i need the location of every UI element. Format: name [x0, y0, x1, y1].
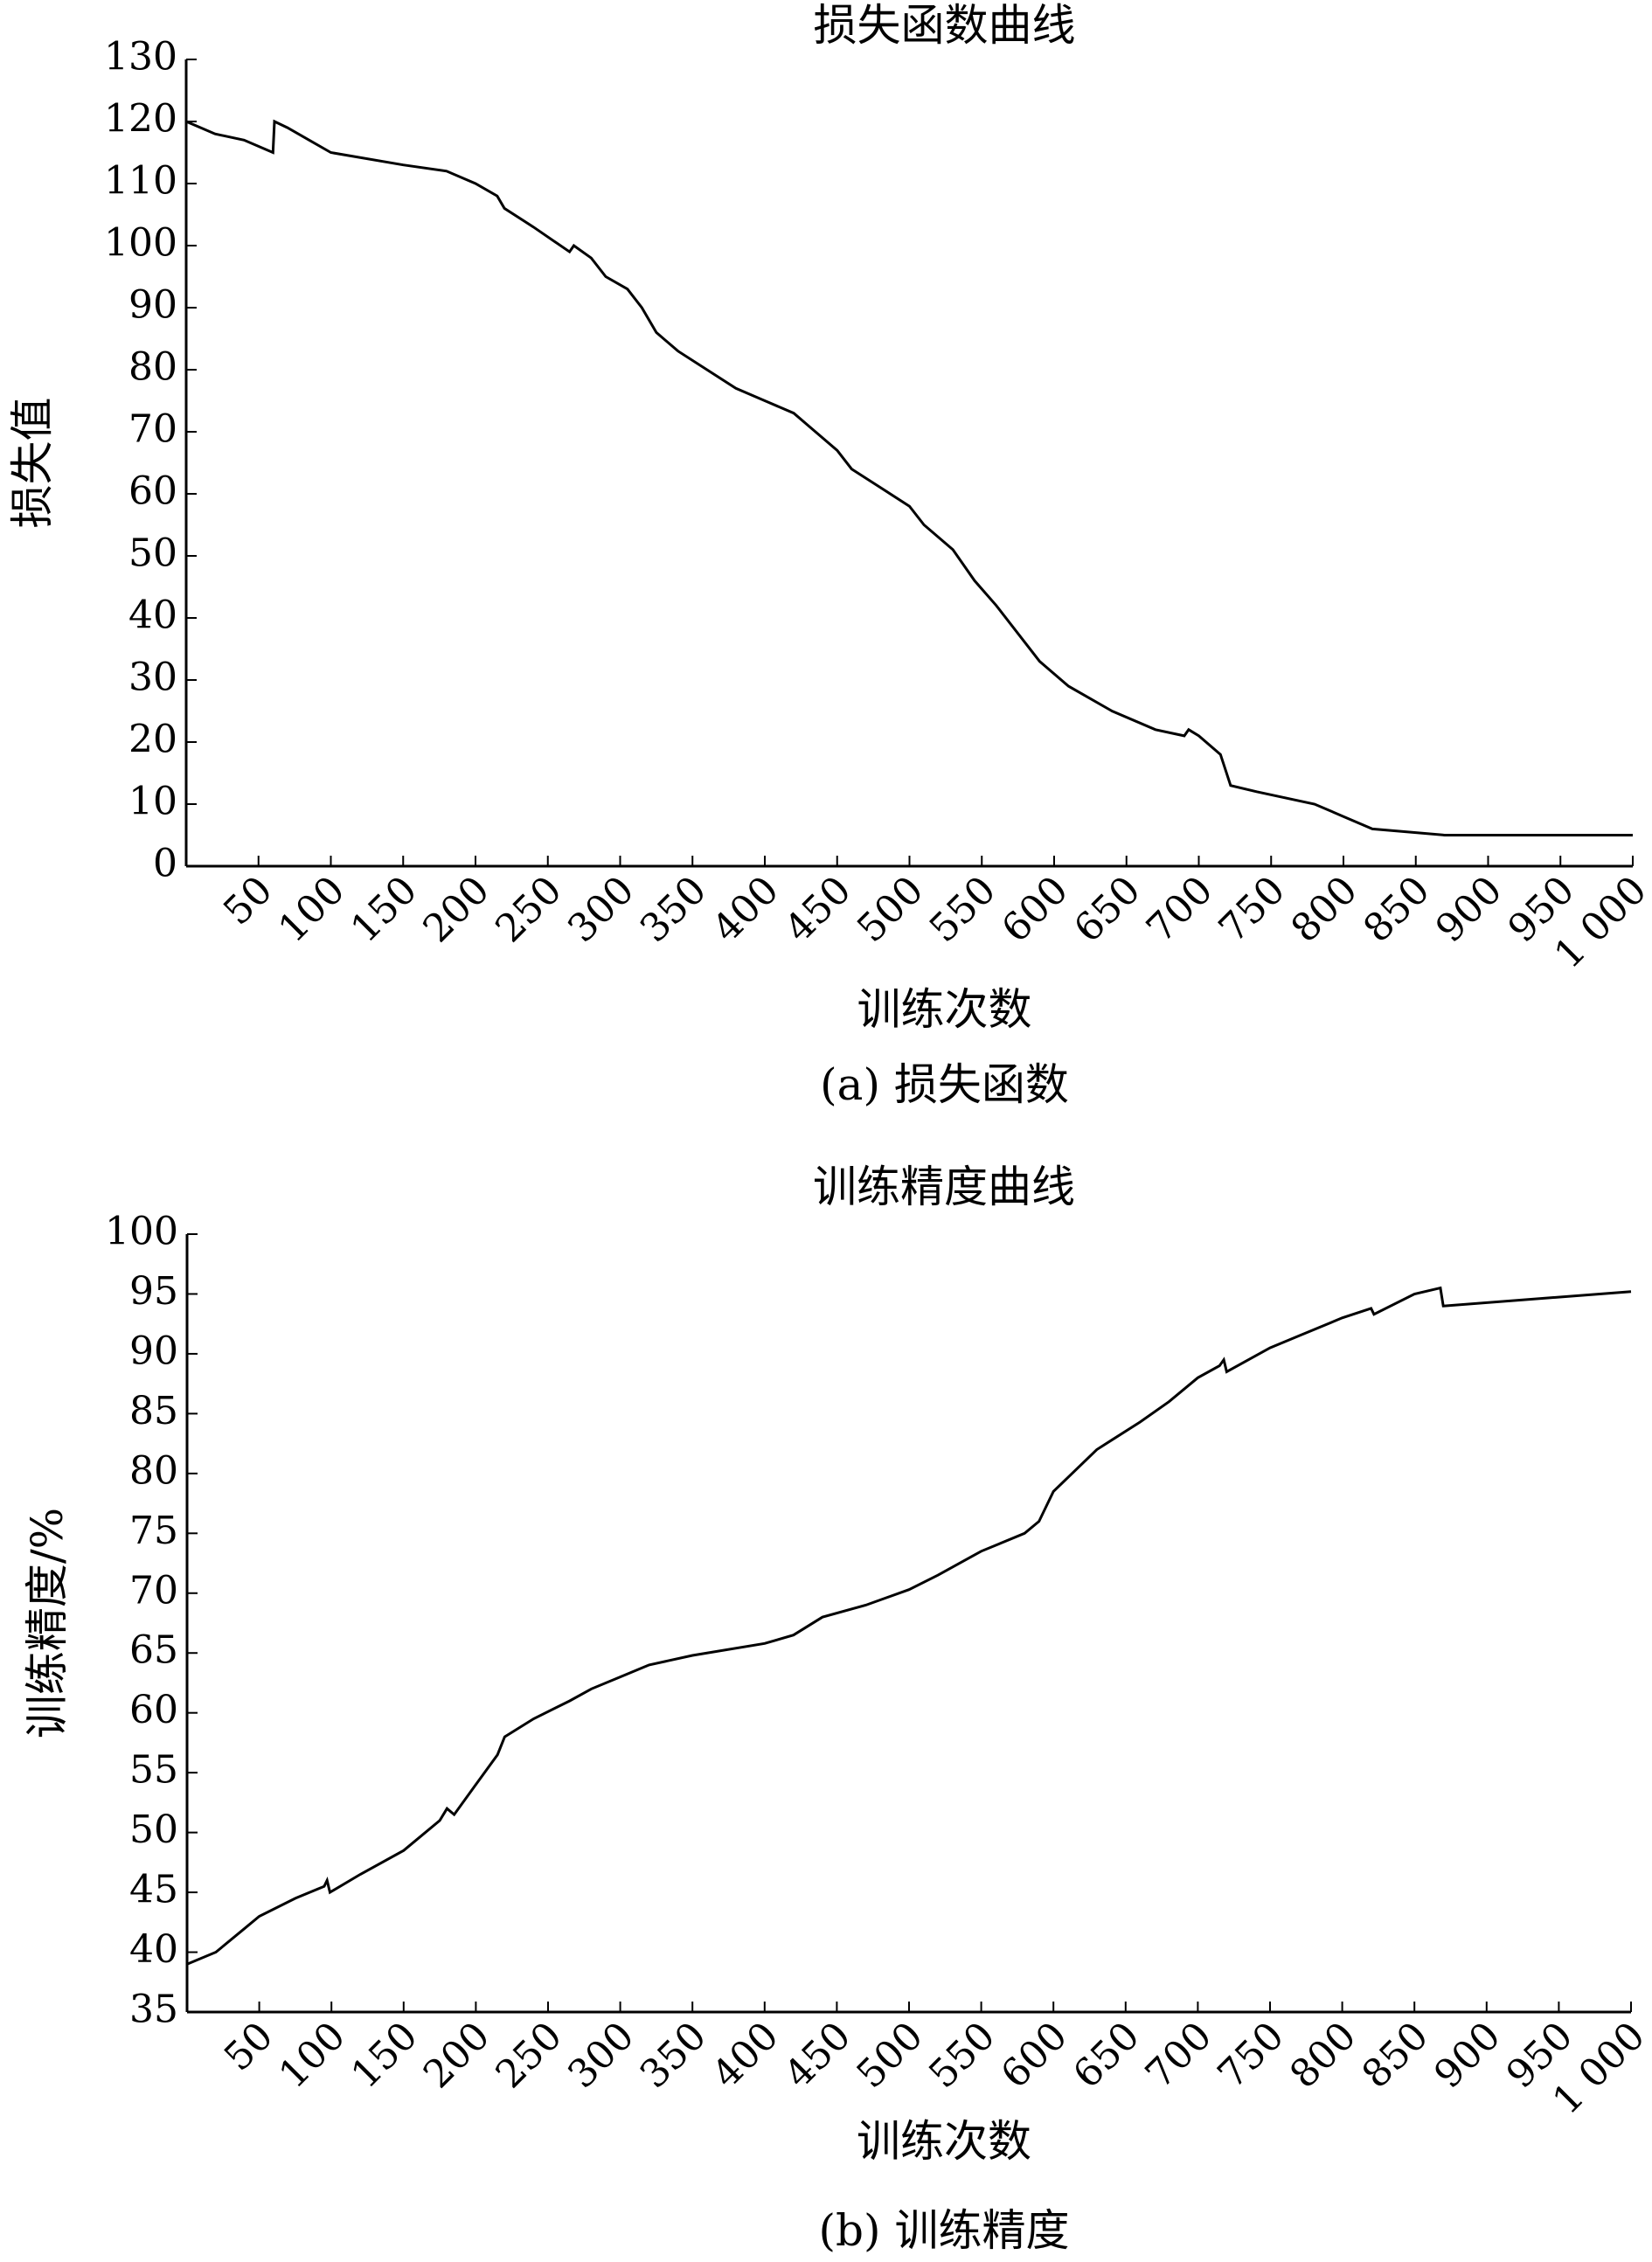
y-tick-label: 45: [129, 1868, 178, 1912]
x-axis-label: 训练次数: [857, 2116, 1031, 2167]
x-tick-label: 900: [1427, 868, 1510, 951]
x-tick-label: 600: [993, 2014, 1076, 2097]
x-tick-label: 750: [1209, 2014, 1292, 2097]
y-tick-label: 0: [153, 842, 177, 886]
chart-title: 损失函数曲线: [814, 0, 1076, 51]
y-tick-label: 40: [129, 1927, 178, 1972]
x-tick-label: 850: [1355, 868, 1438, 951]
x-tick-label: 800: [1282, 868, 1365, 951]
x-tick-label: 200: [414, 868, 497, 951]
y-tick-label: 95: [129, 1269, 178, 1314]
chart-title: 训练精度曲线: [813, 1162, 1075, 1212]
y-tick-label: 70: [128, 407, 177, 452]
x-tick-label: 50: [215, 868, 281, 934]
x-tick-label: 450: [776, 868, 859, 951]
y-tick-label: 120: [104, 97, 177, 142]
x-tick-label: 50: [216, 2014, 282, 2080]
y-tick-label: 80: [129, 1448, 178, 1493]
y-tick-label: 110: [104, 159, 177, 204]
y-tick-label: 100: [105, 1210, 178, 1254]
x-tick-label: 900: [1426, 2014, 1509, 2097]
y-tick-label: 50: [129, 1808, 178, 1852]
y-tick-label: 60: [129, 1688, 178, 1732]
y-tick-label: 10: [128, 780, 177, 824]
x-tick-label: 350: [632, 868, 715, 951]
x-tick-label: 100: [271, 2014, 354, 2097]
x-tick-label: 850: [1354, 2014, 1437, 2097]
y-axis-label: 损失值: [7, 398, 58, 529]
x-tick-label: 150: [343, 868, 426, 951]
y-tick-label: 90: [129, 1329, 178, 1373]
x-tick-label: 750: [1211, 868, 1294, 951]
x-tick-label: 350: [632, 2014, 715, 2097]
y-tick-label: 70: [129, 1568, 178, 1613]
y-tick-label: 65: [129, 1628, 178, 1673]
x-tick-label: 600: [993, 868, 1076, 951]
y-tick-label: 60: [128, 469, 177, 514]
x-tick-label: 650: [1065, 2014, 1148, 2097]
y-tick-label: 80: [128, 345, 177, 390]
y-axis-label: 训练精度/%: [22, 1508, 73, 1738]
y-tick-label: 35: [129, 1988, 178, 2032]
x-tick-label: 500: [848, 2014, 931, 2097]
x-tick-label: 300: [559, 2014, 642, 2097]
y-tick-label: 50: [128, 531, 177, 576]
x-tick-label: 700: [1138, 868, 1221, 951]
y-tick-label: 100: [104, 221, 177, 266]
x-tick-label: 550: [921, 868, 1004, 951]
x-tick-label: 500: [849, 868, 932, 951]
x-tick-label: 400: [704, 2014, 787, 2097]
loss-line: [185, 119, 1633, 836]
y-tick-label: 30: [128, 656, 177, 700]
y-tick-label: 40: [128, 593, 177, 638]
y-tick-label: 55: [129, 1748, 178, 1793]
y-tick-label: 130: [104, 35, 177, 80]
y-tick-label: 85: [129, 1389, 178, 1433]
x-tick-label: 250: [487, 2014, 570, 2097]
x-tick-label: 450: [776, 2014, 859, 2097]
x-tick-label: 250: [487, 868, 570, 951]
x-tick-label: 100: [270, 868, 353, 951]
x-tick-label: 650: [1065, 868, 1149, 951]
y-tick-label: 20: [128, 718, 177, 762]
x-tick-label: 200: [415, 2014, 498, 2097]
caption: (b) 训练精度: [819, 2205, 1070, 2256]
caption: (a) 损失函数: [820, 1059, 1069, 1110]
loss-line: [186, 1286, 1632, 1966]
x-tick-label: 300: [559, 868, 642, 951]
y-tick-label: 75: [129, 1509, 178, 1553]
x-tick-label: 700: [1137, 2014, 1220, 2097]
x-tick-label: 150: [343, 2014, 426, 2097]
y-tick-label: 90: [128, 283, 177, 328]
x-tick-label: 400: [704, 868, 787, 951]
x-tick-label: 800: [1281, 2014, 1364, 2097]
x-axis-label: 训练次数: [857, 984, 1032, 1035]
x-tick-label: 550: [920, 2014, 1003, 2097]
